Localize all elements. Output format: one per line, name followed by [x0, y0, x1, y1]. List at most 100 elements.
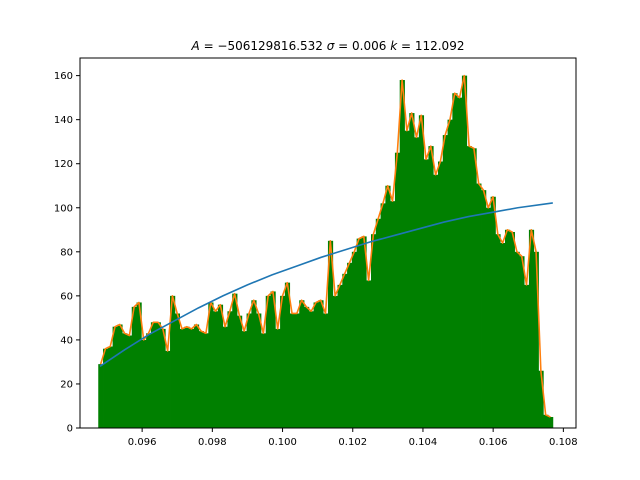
histogram-bar [366, 280, 372, 428]
histogram-bar [117, 324, 123, 428]
histogram-bar [481, 190, 487, 428]
histogram-bar [222, 326, 228, 428]
histogram-bar [337, 284, 343, 428]
histogram-bar [428, 146, 434, 428]
axes-ticks: 0.096 0.098 0.100 0.102 0.104 0.106 0.108 0 20 40… [54, 71, 578, 448]
histogram-bar [103, 348, 109, 428]
histogram-bar [371, 234, 377, 428]
histogram-bar [342, 273, 348, 428]
histogram-bar [260, 333, 267, 428]
histogram-bar [165, 350, 171, 428]
y-tick-label: 60 [60, 291, 73, 302]
histogram-bar [299, 300, 305, 428]
histogram-bar [466, 146, 472, 428]
histogram-bar [179, 328, 185, 428]
y-tick-label: 140 [54, 115, 73, 126]
histogram-bar [136, 302, 142, 428]
histogram-bar [447, 119, 453, 429]
histogram-bar [361, 236, 367, 428]
histogram-bar [442, 135, 448, 428]
histogram-bar [437, 161, 444, 428]
histogram-bar [270, 291, 276, 428]
histogram-bar [170, 295, 176, 428]
histogram-bar [423, 159, 429, 428]
histogram-bar [318, 300, 324, 428]
histogram-bar [418, 115, 425, 428]
histogram-outline-line [99, 74, 551, 418]
histogram-bar [98, 364, 104, 428]
histogram-bar [122, 333, 128, 428]
histogram-bar [241, 331, 247, 428]
histogram-bar [519, 256, 525, 428]
axes-frame [79, 57, 577, 429]
histogram-bar [476, 183, 482, 428]
histogram-bar [548, 416, 554, 428]
histogram-bar [457, 97, 463, 428]
histogram-bar [112, 326, 118, 428]
x-tick-label: 0.096 [128, 437, 157, 448]
histogram-bar [174, 313, 180, 428]
chart-title: A = −506129816.532 σ = 0.006 k = 112.092 [191, 39, 465, 53]
histogram-bar [385, 185, 391, 428]
histogram-bar [543, 414, 549, 428]
histogram-bar [304, 306, 310, 428]
histogram-bar [375, 218, 381, 428]
fit-curve-line [99, 202, 553, 367]
histogram-bar [452, 93, 458, 429]
histogram-bar [390, 201, 396, 428]
histogram-bar [528, 229, 535, 428]
histogram-bar [208, 302, 214, 428]
y-tick-label: 80 [60, 247, 73, 258]
histogram-bar [514, 251, 520, 428]
histogram-bar [399, 80, 405, 429]
histogram-bar [294, 313, 300, 428]
histogram-bar [193, 324, 200, 428]
histogram-bar [327, 240, 334, 428]
histogram-bar [524, 284, 530, 428]
histogram-bar [146, 333, 152, 428]
x-tick-label: 0.104 [409, 437, 438, 448]
histogram-bar [126, 335, 133, 428]
histogram-bar [323, 313, 329, 428]
histogram-bar [332, 295, 338, 428]
histogram-bar [351, 251, 358, 428]
histogram-bar [189, 328, 195, 428]
histogram-bar [280, 295, 286, 428]
histogram-bar [246, 313, 252, 428]
histogram-bar [509, 231, 515, 428]
histogram-bar [313, 302, 319, 428]
histogram-bar [394, 152, 401, 428]
histogram-bar [275, 328, 281, 428]
histogram-bar [533, 251, 539, 428]
histogram-bar [495, 234, 501, 428]
histogram-bar [155, 322, 161, 428]
plot-area [98, 74, 554, 429]
histogram-bar [380, 203, 386, 428]
histogram-bar [150, 322, 157, 428]
y-tick-label: 100 [54, 203, 73, 214]
x-tick-label: 0.098 [198, 437, 227, 448]
histogram-bar [409, 113, 415, 428]
histogram-bar [284, 282, 291, 428]
histogram-bar [504, 229, 511, 428]
histogram-bar [414, 137, 420, 429]
histogram-bar [251, 300, 257, 428]
histogram-bar [232, 293, 238, 428]
histogram-bar [347, 262, 353, 428]
histogram-bar [265, 295, 271, 428]
y-tick-label: 20 [60, 379, 73, 390]
x-tick-label: 0.102 [338, 437, 367, 448]
histogram-bar [538, 370, 544, 428]
histogram-bar [131, 306, 137, 428]
histogram-bar [217, 304, 224, 428]
histogram-bar [237, 315, 243, 428]
histogram-bar [356, 238, 362, 428]
histogram-bar [500, 243, 506, 428]
histogram-bar [203, 333, 209, 428]
y-tick-label: 160 [54, 71, 73, 82]
histogram-bar [461, 75, 468, 429]
y-tick-label: 0 [67, 424, 73, 435]
histogram-bar [213, 311, 219, 428]
histogram-bar [308, 311, 314, 428]
histogram-bar [107, 346, 114, 428]
